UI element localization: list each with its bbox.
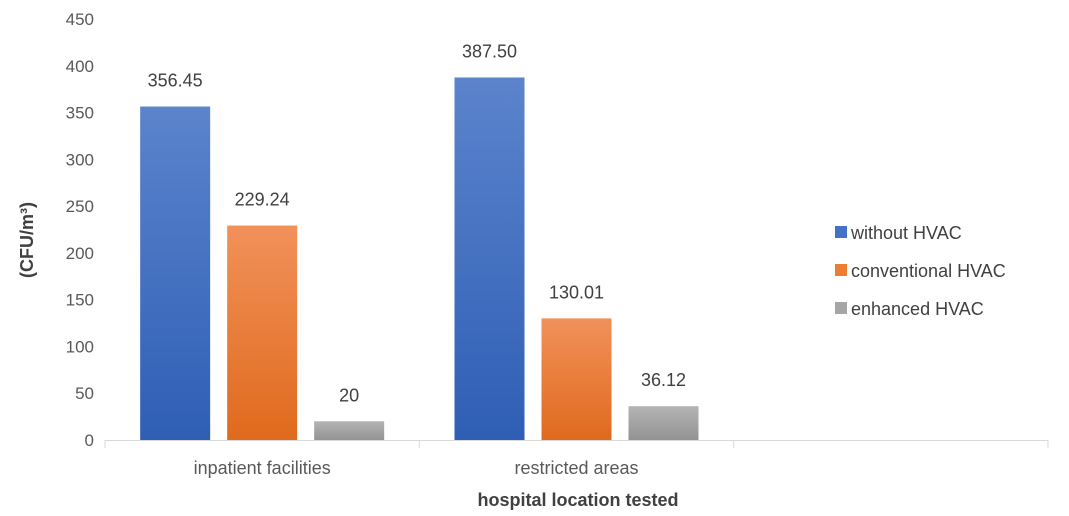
legend-swatch	[835, 226, 847, 238]
data-label: 356.45	[148, 71, 203, 91]
data-label: 229.24	[235, 190, 290, 210]
bars	[140, 77, 699, 440]
legend-swatch	[835, 264, 847, 276]
y-tick-label: 250	[66, 197, 94, 216]
x-category-label: restricted areas	[514, 458, 638, 478]
bar-without-hvac	[140, 106, 211, 440]
y-tick-label: 350	[66, 104, 94, 123]
bar-enhanced-hvac	[314, 421, 385, 440]
legend-swatch	[835, 302, 847, 314]
data-label: 130.01	[549, 282, 604, 302]
data-label: 387.50	[462, 41, 517, 61]
bar-conventional-hvac	[541, 318, 612, 440]
y-tick-label: 200	[66, 244, 94, 263]
y-axis-ticks: 0 50 100 150 200 250 300 350 400 450	[66, 10, 94, 450]
y-axis-title: (CFU/m³)	[17, 202, 37, 278]
bar-without-hvac	[454, 77, 525, 440]
legend-label: enhanced HVAC	[851, 299, 984, 319]
y-tick-label: 100	[66, 337, 94, 356]
y-tick-label: 300	[66, 150, 94, 169]
bar-conventional-hvac	[227, 225, 298, 440]
y-tick-label: 150	[66, 291, 94, 310]
x-category-label: inpatient facilities	[194, 458, 331, 478]
legend: without HVAC conventional HVAC enhanced HV…	[835, 223, 1006, 319]
legend-label: conventional HVAC	[851, 261, 1006, 281]
x-axis-title: hospital location tested	[477, 490, 678, 510]
data-label: 36.12	[641, 370, 686, 390]
data-label: 20	[339, 385, 359, 405]
data-labels: 356.45 229.24 20 387.50 130.01 36.12	[148, 41, 686, 405]
legend-label: without HVAC	[850, 223, 962, 243]
x-axis-categories: inpatient facilities restricted areas	[104, 440, 1049, 478]
y-tick-label: 50	[75, 384, 94, 403]
y-tick-label: 450	[66, 10, 94, 29]
y-tick-label: 400	[66, 57, 94, 76]
bar-enhanced-hvac	[628, 406, 699, 440]
y-tick-label: 0	[85, 431, 94, 450]
